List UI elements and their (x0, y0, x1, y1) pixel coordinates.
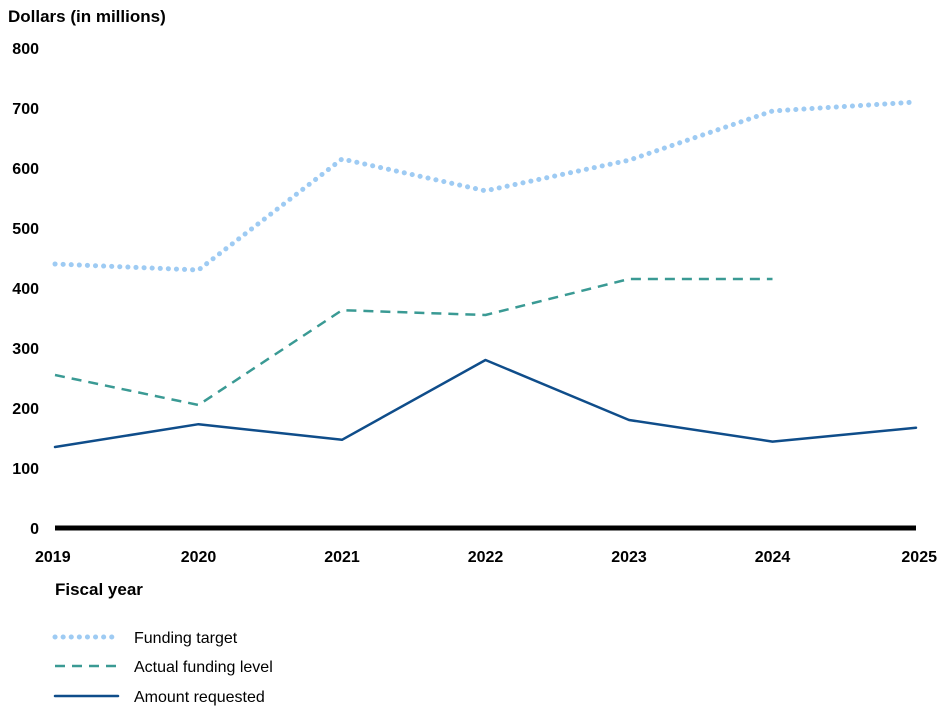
legend-label: Amount requested (134, 689, 265, 706)
y-tick-label: 300 (12, 341, 39, 358)
legend: Funding target Actual funding level Amount… (52, 630, 273, 706)
y-tick-label: 800 (12, 41, 39, 58)
x-tick-label: 2020 (181, 549, 217, 566)
y-tick-label: 200 (12, 401, 39, 418)
x-tick-labels: 2019 2020 2021 2022 2023 2024 2025 (35, 549, 937, 566)
x-tick-label: 2025 (901, 549, 937, 566)
x-tick-label: 2019 (35, 549, 71, 566)
y-tick-label: 0 (30, 521, 39, 538)
x-axis-label: Fiscal year (55, 580, 143, 599)
x-tick-label: 2023 (611, 549, 647, 566)
y-tick-label: 600 (12, 161, 39, 178)
y-tick-labels: 0 100 200 300 400 500 600 700 800 (12, 41, 39, 538)
x-tick-label: 2022 (468, 549, 504, 566)
series-line-actual-funding-level (54, 277, 773, 407)
x-tick-label: 2024 (755, 549, 791, 566)
y-tick-label: 500 (12, 221, 39, 238)
y-tick-label: 700 (12, 101, 39, 118)
legend-label: Actual funding level (134, 659, 273, 676)
series-line-funding-target (52, 99, 919, 273)
x-tick-label: 2021 (324, 549, 360, 566)
series-lines (52, 99, 919, 449)
y-tick-label: 100 (12, 461, 39, 478)
y-tick-label: 400 (12, 281, 39, 298)
y-axis-label: Dollars (in millions) (8, 7, 166, 26)
series-line-amount-requested (53, 358, 918, 449)
legend-label: Funding target (134, 630, 238, 647)
